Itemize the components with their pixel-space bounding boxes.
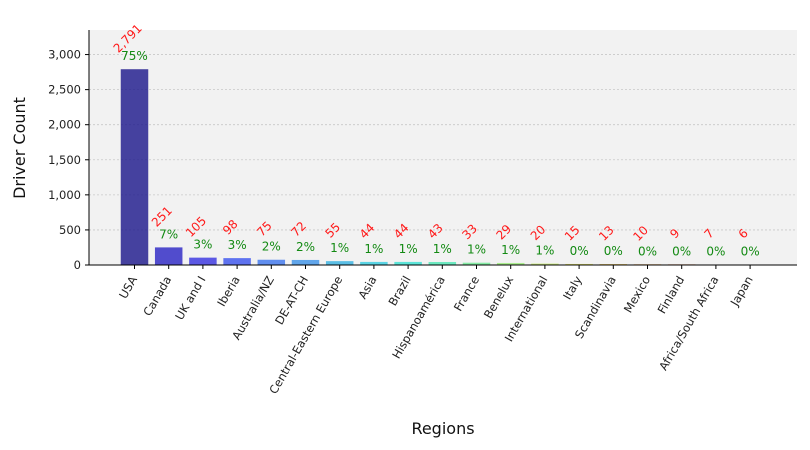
percent-label: 1% bbox=[501, 243, 520, 257]
x-tick-label: Finland bbox=[655, 274, 688, 317]
percent-label: 1% bbox=[535, 244, 554, 258]
y-tick-label: 500 bbox=[59, 223, 81, 237]
percent-label: 0% bbox=[570, 244, 589, 258]
bar bbox=[428, 261, 457, 265]
y-ticks: 0 500 1,000 1,500 2,000 2,500 3,000 bbox=[48, 48, 89, 272]
y-tick-label: 0 bbox=[74, 258, 81, 272]
bar bbox=[531, 263, 559, 265]
percent-label: 0% bbox=[672, 244, 691, 258]
percent-label: 3% bbox=[193, 238, 212, 252]
bar bbox=[462, 262, 491, 265]
x-tick-label: Benelux bbox=[481, 273, 517, 321]
x-tick-label: Mexico bbox=[621, 274, 653, 316]
percent-label: 7% bbox=[159, 227, 178, 241]
bar bbox=[223, 258, 251, 265]
percent-label: 0% bbox=[741, 245, 760, 259]
x-tick-label: USA bbox=[116, 273, 140, 301]
x-tick-label: Italy bbox=[560, 273, 585, 302]
y-tick-label: 3,000 bbox=[48, 48, 81, 62]
x-tick-label: Iberia bbox=[214, 274, 242, 309]
y-tick-label: 1,500 bbox=[48, 153, 81, 167]
percent-label: 1% bbox=[399, 242, 418, 256]
bar bbox=[325, 261, 354, 265]
y-tick-label: 2,000 bbox=[48, 118, 81, 132]
y-gridlines bbox=[89, 54, 797, 231]
y-tick-label: 1,000 bbox=[48, 188, 81, 202]
bar bbox=[565, 263, 593, 265]
bar bbox=[154, 247, 183, 265]
x-tick-label: Central-Eastern Europe bbox=[266, 274, 345, 397]
percent-label: 3% bbox=[228, 238, 247, 252]
bar bbox=[257, 259, 286, 265]
bars bbox=[120, 69, 764, 266]
percent-label: 0% bbox=[706, 245, 725, 259]
data-labels: 75%2,7917%2513%1053%982%752%721%551%441%… bbox=[111, 21, 760, 258]
x-tick-label: Japan bbox=[727, 274, 756, 310]
y-axis-title: Driver Count bbox=[10, 97, 29, 199]
x-tick-label: Asia bbox=[355, 274, 379, 302]
percent-label: 1% bbox=[433, 242, 452, 256]
x-tick-label: Brazil bbox=[386, 274, 414, 309]
x-tick-label: Canada bbox=[140, 274, 174, 319]
x-tick-label: France bbox=[451, 274, 482, 314]
percent-label: 75% bbox=[121, 49, 148, 63]
bar bbox=[394, 261, 422, 265]
bar bbox=[360, 261, 388, 265]
percent-label: 0% bbox=[604, 244, 623, 258]
bar bbox=[120, 69, 149, 265]
percent-label: 1% bbox=[467, 243, 486, 257]
bar bbox=[291, 259, 320, 265]
percent-label: 0% bbox=[638, 244, 657, 258]
percent-label: 1% bbox=[330, 241, 349, 255]
x-axis-title: Regions bbox=[411, 419, 474, 438]
x-tick-label: DE-AT-CH bbox=[272, 274, 311, 328]
y-tick-label: 2,500 bbox=[48, 83, 81, 97]
percent-label: 1% bbox=[364, 242, 383, 256]
percent-label: 2% bbox=[262, 240, 281, 254]
percent-label: 2% bbox=[296, 240, 315, 254]
x-tick-label: UK and I bbox=[172, 274, 208, 323]
plot-area bbox=[89, 30, 797, 265]
bar bbox=[496, 262, 525, 265]
bar bbox=[189, 257, 217, 265]
